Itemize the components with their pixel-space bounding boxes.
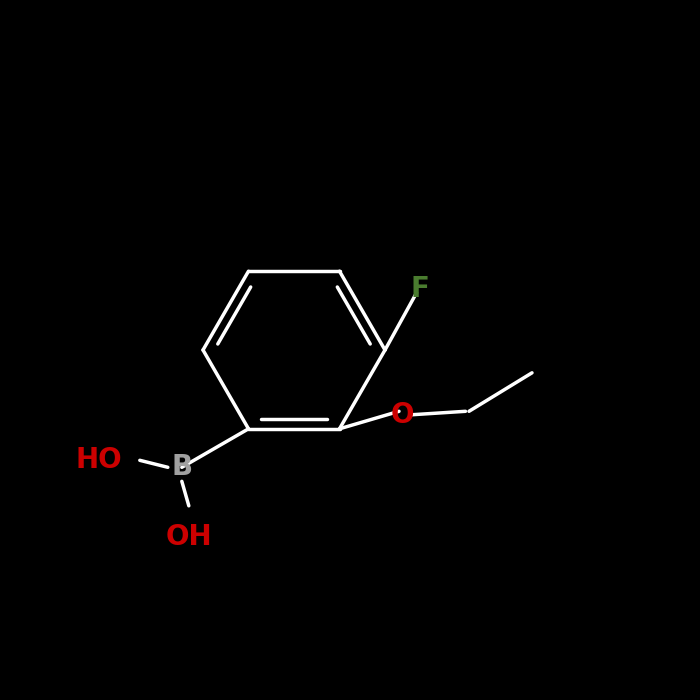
Text: B: B <box>172 454 193 482</box>
Text: HO: HO <box>76 447 122 475</box>
Text: OH: OH <box>165 524 212 552</box>
Text: F: F <box>411 275 429 303</box>
Text: O: O <box>391 401 414 429</box>
